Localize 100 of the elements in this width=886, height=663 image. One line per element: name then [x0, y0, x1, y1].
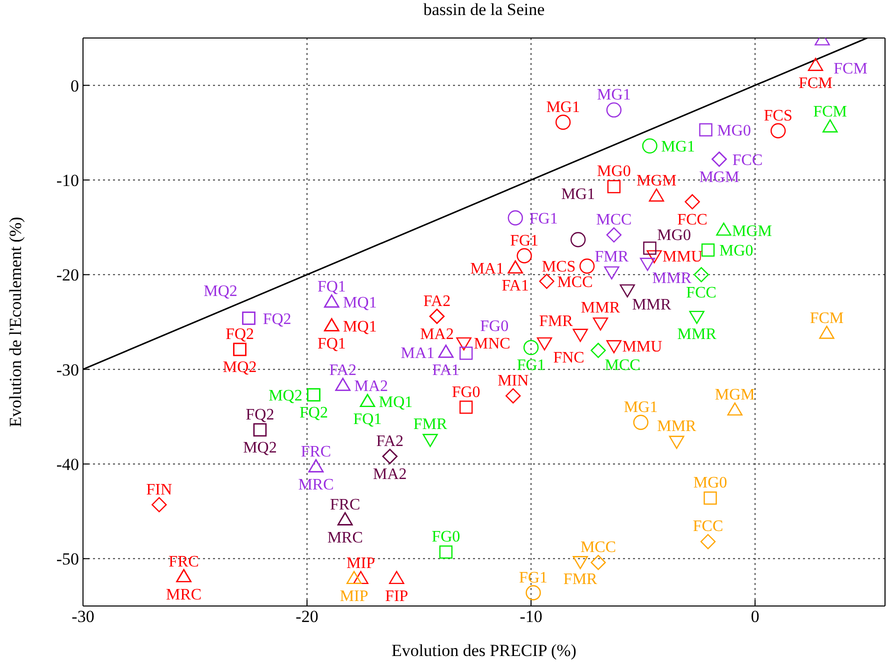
point [439, 545, 453, 559]
data-label: MQ2 [243, 440, 277, 457]
data-label: FG1 [519, 569, 548, 586]
point [152, 497, 167, 512]
point [508, 210, 523, 226]
data-label: MMR [580, 300, 620, 317]
data-label: FA1 [502, 278, 529, 295]
data-label: MIP [346, 555, 376, 572]
point [604, 266, 620, 280]
data-label: FA2 [423, 292, 451, 310]
data-label: MA1 [400, 344, 435, 362]
x-tick-label: -20 [296, 607, 318, 626]
point [700, 534, 716, 550]
point [516, 248, 532, 264]
data-label: FCS [764, 107, 792, 124]
y-tick-label: -50 [56, 550, 79, 569]
data-label: FA1 [432, 362, 460, 379]
point [646, 250, 662, 264]
data-label: MQ1 [378, 394, 413, 412]
data-label: FG1 [529, 210, 558, 228]
point [536, 337, 552, 350]
data-label: MGM [699, 168, 740, 186]
point [606, 340, 622, 354]
point [539, 274, 554, 289]
point [640, 258, 656, 271]
data-label: FQ1 [353, 411, 382, 428]
data-label: MG1 [661, 138, 695, 156]
data-label: MCS [542, 258, 576, 276]
data-label: FG0 [452, 384, 480, 401]
data-label: MRC [327, 529, 363, 546]
point [699, 123, 712, 136]
data-label: FRC [330, 496, 360, 514]
data-label: FG1 [516, 357, 546, 374]
data-label: MQ2 [268, 387, 302, 404]
point [819, 326, 834, 339]
point [716, 222, 732, 236]
point [590, 554, 606, 570]
data-label: MRC [298, 476, 334, 494]
data-label: MG0 [597, 163, 631, 180]
point [523, 340, 539, 356]
data-label: MCC [557, 274, 593, 291]
point [727, 402, 743, 416]
point [822, 119, 838, 132]
x-axis-title: Evolution des PRECIP (%) [390, 641, 578, 661]
data-label: MG1 [624, 398, 658, 416]
data-label: FMR [563, 571, 598, 588]
point [704, 491, 717, 505]
data-label: MQ2 [222, 359, 257, 376]
data-label: MA2 [373, 466, 407, 484]
data-label: FQ2 [300, 404, 328, 422]
data-label: FCM [813, 104, 848, 121]
data-label: FA2 [329, 362, 356, 380]
data-label: FNC [553, 349, 584, 366]
data-label: FCC [686, 284, 716, 302]
point [346, 570, 362, 584]
y-tick-label: -20 [56, 266, 79, 285]
point [770, 123, 786, 138]
data-label: MCC [596, 212, 632, 229]
point [808, 58, 824, 71]
point [422, 434, 438, 447]
data-label: MGM [714, 386, 755, 404]
data-label: FCM [798, 75, 832, 92]
point [689, 310, 704, 324]
data-label: MIN [498, 372, 530, 390]
data-label: MG0 [657, 226, 691, 244]
y-tick-label: 0 [70, 76, 79, 96]
data-label: MG0 [717, 122, 751, 140]
data-label: MG1 [561, 186, 595, 204]
point [459, 346, 473, 360]
data-label: FCC [692, 518, 724, 536]
data-label: MRC [166, 586, 202, 604]
data-label: FG1 [510, 232, 539, 250]
data-label: MQ1 [343, 294, 377, 312]
data-label: MMR [632, 296, 672, 314]
point [555, 114, 571, 130]
point [669, 436, 684, 449]
point [620, 284, 635, 298]
point [643, 242, 656, 255]
data-label: FCM [810, 310, 844, 327]
y-tick-label: -30 [56, 360, 79, 380]
chart-title: bassin de la Seine [422, 0, 546, 20]
data-label: MG0 [693, 474, 728, 492]
data-label: FIN [146, 481, 173, 498]
data-label: MIP [340, 588, 368, 606]
data-label: MA2 [354, 378, 388, 396]
point [694, 267, 709, 282]
point [579, 258, 595, 274]
data-label: MG1 [597, 86, 631, 104]
point [648, 188, 664, 202]
point [526, 585, 541, 600]
point [572, 328, 588, 342]
data-label: FIP [385, 588, 408, 606]
point [570, 232, 586, 248]
data-label: FCC [677, 211, 708, 228]
x-tick-label: -10 [520, 607, 542, 626]
data-label: FQ1 [317, 335, 346, 352]
point [592, 317, 608, 331]
point [389, 570, 404, 584]
data-label: MA2 [420, 326, 454, 343]
data-label: MMU [662, 248, 703, 266]
